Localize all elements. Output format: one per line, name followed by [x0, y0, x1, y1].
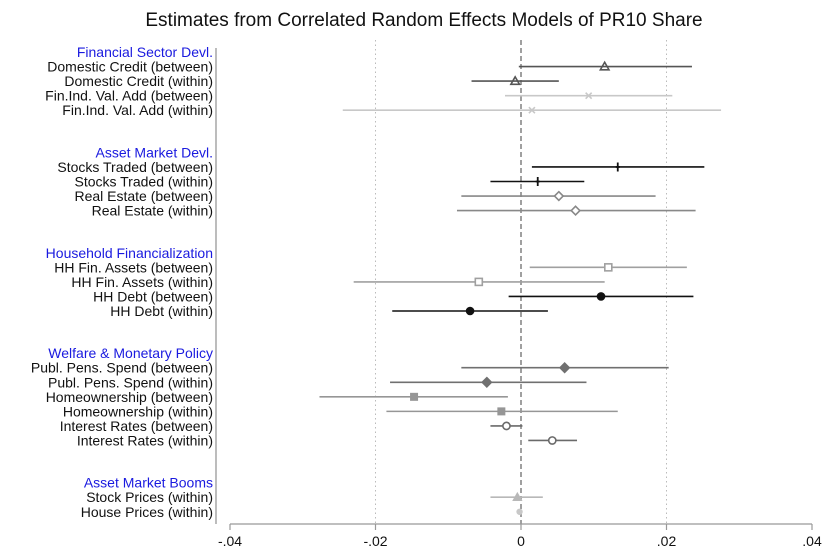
marker-x	[585, 92, 593, 100]
row-label: Stock Prices (within)	[86, 489, 213, 505]
row-label: Real Estate (between)	[74, 188, 213, 204]
marker-x	[528, 106, 536, 114]
row-label: Stocks Traded (between)	[57, 159, 213, 175]
marker-square	[497, 407, 506, 416]
row-label: Interest Rates (within)	[77, 432, 213, 448]
row-label: Stocks Traded (within)	[75, 173, 214, 189]
marker-circle-small	[516, 508, 523, 515]
row-label: Real Estate (within)	[92, 203, 213, 219]
row-label: HH Fin. Assets (within)	[71, 274, 213, 290]
marker-diamond	[481, 376, 493, 388]
x-tick-label: .02	[657, 533, 677, 549]
row-label: Homeownership (within)	[63, 403, 213, 419]
group-label: Asset Market Booms	[84, 475, 213, 491]
row-label: Publ. Pens. Spend (within)	[48, 374, 213, 390]
x-tick-label: 0	[517, 533, 525, 549]
marker-diamond-open	[570, 205, 581, 217]
row-label: HH Debt (between)	[93, 288, 213, 304]
row-label: HH Debt (within)	[110, 303, 213, 319]
row-label: Domestic Credit (between)	[47, 59, 213, 75]
x-tick-label: .04	[802, 533, 822, 549]
row-label: Publ. Pens. Spend (between)	[31, 360, 213, 376]
marker-circle	[465, 306, 475, 316]
marker-square	[410, 392, 419, 401]
marker-diamond	[558, 362, 571, 374]
marker-square-open	[474, 277, 484, 287]
marker-circle-open	[502, 421, 511, 431]
row-label: Domestic Credit (within)	[64, 73, 213, 89]
row-label: Fin.Ind. Val. Add (between)	[45, 88, 213, 104]
group-label: Financial Sector Devl.	[77, 44, 213, 60]
group-label: Household Financialization	[46, 245, 213, 261]
chart-title: Estimates from Correlated Random Effects…	[145, 10, 703, 31]
marker-plus	[615, 162, 620, 172]
marker-triangle	[598, 60, 611, 71]
marker-circle	[596, 292, 606, 301]
group-label: Asset Market Devl.	[96, 144, 213, 160]
row-label: HH Fin. Assets (between)	[54, 259, 213, 275]
marker-triangle-filled	[512, 491, 523, 501]
marker-circle-open	[547, 436, 557, 445]
group-label: Welfare & Monetary Policy	[48, 345, 213, 361]
row-label: Interest Rates (between)	[60, 418, 213, 434]
x-tick-label: -.04	[218, 533, 242, 549]
x-tick-label: -.02	[363, 533, 387, 549]
marker-square-open	[603, 263, 613, 272]
marker-diamond-open	[553, 190, 565, 202]
row-label: Fin.Ind. Val. Add (within)	[62, 102, 213, 118]
row-label: House Prices (within)	[81, 504, 213, 520]
marker-plus	[535, 176, 540, 186]
marker-triangle	[509, 75, 521, 86]
row-label: Homeownership (between)	[46, 389, 213, 405]
